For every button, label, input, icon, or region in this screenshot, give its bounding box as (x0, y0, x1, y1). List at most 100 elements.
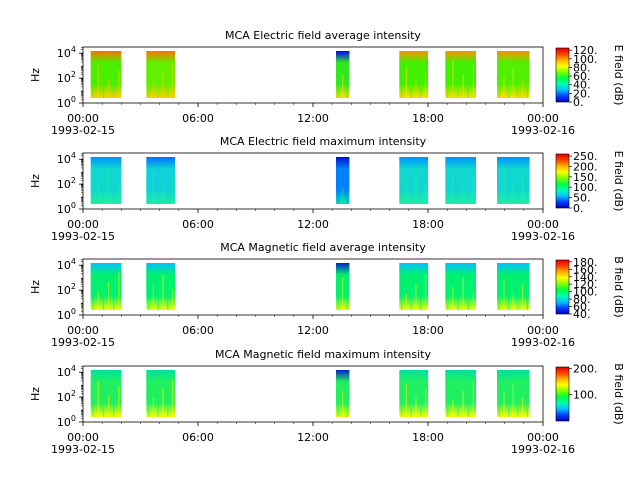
y-axis-label: Hz (29, 387, 42, 401)
panel-4: MCA Magnetic field maximum intensity1001… (29, 348, 625, 456)
y-tick-label: 104 (57, 257, 76, 272)
x-tick-label: 06:00 (182, 218, 214, 231)
y-axis-label: Hz (29, 280, 42, 294)
x-tick-label: 06:00 (182, 324, 214, 337)
colorbar-tick-label: 100. (573, 181, 598, 194)
x-tick-label: 18:00 (412, 218, 444, 231)
colorbar-tick-label: 20. (573, 87, 591, 100)
colorbar-tick-label: 250. (573, 150, 598, 163)
x-date-label: 1993-02-16 (511, 230, 575, 243)
y-tick-label: 102 (57, 176, 76, 191)
y-tick-base: 10 (57, 259, 71, 272)
spectrogram-segment (146, 263, 176, 310)
colorbar-tick-label: 50. (573, 192, 591, 205)
colorbar-tick-label: 140. (573, 271, 598, 284)
colorbar-tick-label: 60. (573, 301, 591, 314)
colorbar-tick-label: 180. (573, 256, 598, 269)
y-tick-base: 10 (57, 203, 71, 216)
y-tick-base: 10 (57, 284, 71, 297)
colorbar-tick-label: 40. (573, 79, 591, 92)
colorbar-tick-label: 0. (573, 96, 584, 109)
spectrogram-segment (497, 51, 530, 98)
segment-block (146, 370, 176, 417)
colorbar-tick-label: 160. (573, 263, 598, 276)
spectrogram-segment (497, 370, 530, 417)
segment-block (445, 370, 476, 417)
colorbar-tick-label: 100. (573, 286, 598, 299)
x-tick-label: 06:00 (182, 431, 214, 444)
x-tick-label: 00:00 (527, 324, 559, 337)
colorbar-tick-label: 100. (573, 53, 598, 66)
panel-title: MCA Electric field average intensity (225, 29, 421, 42)
panel-title: MCA Magnetic field maximum intensity (215, 348, 431, 361)
y-tick-base: 10 (57, 178, 71, 191)
x-date-label: 1993-02-15 (51, 124, 115, 137)
y-tick-base: 10 (57, 416, 71, 429)
y-tick-exponent: 0 (71, 95, 76, 104)
spectrogram-segment (336, 263, 350, 310)
y-tick-exponent: 2 (71, 282, 76, 291)
y-tick-label: 102 (57, 70, 76, 85)
y-tick-exponent: 4 (71, 45, 76, 54)
colorbar-tick-label: 200. (573, 362, 598, 375)
spectrogram-segment (146, 51, 176, 98)
segment-block (399, 157, 429, 204)
x-tick-label: 00:00 (527, 112, 559, 125)
y-tick-base: 10 (57, 366, 71, 379)
y-tick-exponent: 4 (71, 364, 76, 373)
x-tick-label: 00:00 (527, 218, 559, 231)
spectrogram-segment (90, 370, 122, 417)
segment-block (90, 51, 122, 98)
y-tick-base: 10 (57, 47, 71, 60)
spectrogram-segment (399, 370, 429, 417)
x-date-label: 1993-02-15 (51, 443, 115, 456)
segment-block (90, 370, 122, 417)
spectrogram-segment (399, 51, 429, 98)
x-date-label: 1993-02-15 (51, 230, 115, 243)
spectrogram-segment (146, 157, 176, 204)
colorbar-label: B field (dB) (612, 256, 625, 317)
y-axis-label: Hz (29, 174, 42, 188)
x-date-label: 1993-02-16 (511, 124, 575, 137)
colorbar-label: B field (dB) (612, 363, 625, 424)
spectrogram-segment (445, 157, 476, 204)
segment-block (399, 370, 429, 417)
spectrogram-segment (497, 263, 530, 310)
segment-block (445, 263, 476, 310)
spectrogram-segment (336, 51, 350, 98)
colorbar (555, 47, 570, 103)
colorbar (555, 259, 570, 315)
y-tick-label: 104 (57, 151, 76, 166)
colorbar-tick-label: 120. (573, 44, 598, 57)
segment-block (399, 51, 429, 98)
colorbar-label: E field (dB) (612, 45, 625, 106)
y-tick-label: 100 (57, 95, 76, 110)
x-date-label: 1993-02-16 (511, 443, 575, 456)
segment-block (146, 157, 176, 204)
y-tick-label: 102 (57, 282, 76, 297)
segment-block (399, 263, 429, 310)
x-date-label: 1993-02-16 (511, 336, 575, 349)
x-tick-label: 00:00 (67, 324, 99, 337)
y-tick-label: 102 (57, 389, 76, 404)
colorbar-tick-label: 80. (573, 293, 591, 306)
y-tick-base: 10 (57, 153, 71, 166)
spectrogram-segment (445, 370, 476, 417)
y-tick-exponent: 2 (71, 176, 76, 185)
y-tick-label: 104 (57, 364, 76, 379)
panel-1: MCA Electric field average intensity1001… (29, 29, 625, 137)
y-tick-exponent: 4 (71, 257, 76, 266)
panel-2: MCA Electric field maximum intensity1001… (29, 135, 625, 243)
colorbar-tick-label: 120. (573, 278, 598, 291)
spectrogram-segment (497, 157, 530, 204)
colorbar-label: E field (dB) (612, 151, 625, 212)
y-tick-base: 10 (57, 97, 71, 110)
spectrogram-segment (445, 51, 476, 98)
x-tick-label: 00:00 (67, 112, 99, 125)
spectrogram-segment (445, 263, 476, 310)
y-tick-label: 100 (57, 201, 76, 216)
y-tick-exponent: 2 (71, 70, 76, 79)
y-tick-label: 100 (57, 414, 76, 429)
spectrogram-segment (336, 370, 350, 417)
